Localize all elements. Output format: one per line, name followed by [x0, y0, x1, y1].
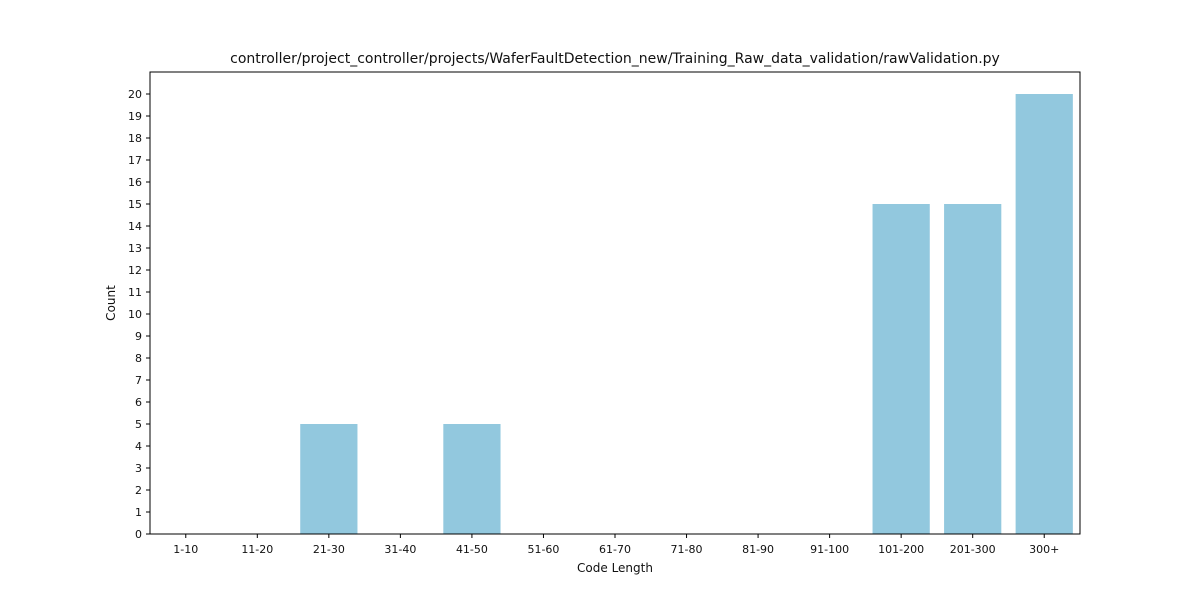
y-tick-label: 7 — [135, 374, 142, 387]
x-tick-label: 21-30 — [313, 543, 345, 556]
y-tick-label: 14 — [128, 220, 142, 233]
bar-201-300 — [944, 204, 1002, 534]
bar-101-200 — [872, 204, 930, 534]
y-tick-label: 2 — [135, 484, 142, 497]
bars-group — [300, 94, 1073, 534]
y-tick-label: 19 — [128, 110, 142, 123]
bar-21-30 — [300, 424, 358, 534]
x-tick-label: 11-20 — [241, 543, 273, 556]
x-tick-label: 81-90 — [742, 543, 774, 556]
y-tick-label: 8 — [135, 352, 142, 365]
y-tick-label: 6 — [135, 396, 142, 409]
x-axis-label: Code Length — [577, 561, 653, 575]
plot-frame — [149, 71, 1081, 535]
y-axis-label: Count — [104, 285, 118, 321]
y-tick-label: 10 — [128, 308, 142, 321]
x-tick-label: 101-200 — [878, 543, 924, 556]
y-tick-label: 5 — [135, 418, 142, 431]
y-tick-label: 1 — [135, 506, 142, 519]
bar-300+ — [1015, 94, 1073, 534]
y-tick-label: 20 — [128, 88, 142, 101]
x-tick-label: 51-60 — [527, 543, 559, 556]
x-tick-label: 1-10 — [173, 543, 198, 556]
x-tick-label: 41-50 — [456, 543, 488, 556]
y-tick-label: 16 — [128, 176, 142, 189]
y-tick-label: 17 — [128, 154, 142, 167]
y-tick-label: 3 — [135, 462, 142, 475]
y-tick-label: 11 — [128, 286, 142, 299]
x-tick-label: 71-80 — [671, 543, 703, 556]
y-tick-label: 4 — [135, 440, 142, 453]
x-tick-label: 201-300 — [950, 543, 996, 556]
y-tick-label: 13 — [128, 242, 142, 255]
y-tick-label: 12 — [128, 264, 142, 277]
y-tick-label: 15 — [128, 198, 142, 211]
chart-title: controller/project_controller/projects/W… — [230, 51, 1000, 67]
y-tick-label: 0 — [135, 528, 142, 541]
x-tick-label: 300+ — [1029, 543, 1059, 556]
x-tick-label: 31-40 — [384, 543, 416, 556]
x-tick-label: 61-70 — [599, 543, 631, 556]
x-tick-label: 91-100 — [810, 543, 849, 556]
y-tick-label: 18 — [128, 132, 142, 145]
x-axis-ticks: 1-10 11-20 21-30 31-40 41-50 51-60 61-70 71-80 8… — [173, 534, 1059, 556]
bar-41-50 — [443, 424, 501, 534]
y-tick-label: 9 — [135, 330, 142, 343]
